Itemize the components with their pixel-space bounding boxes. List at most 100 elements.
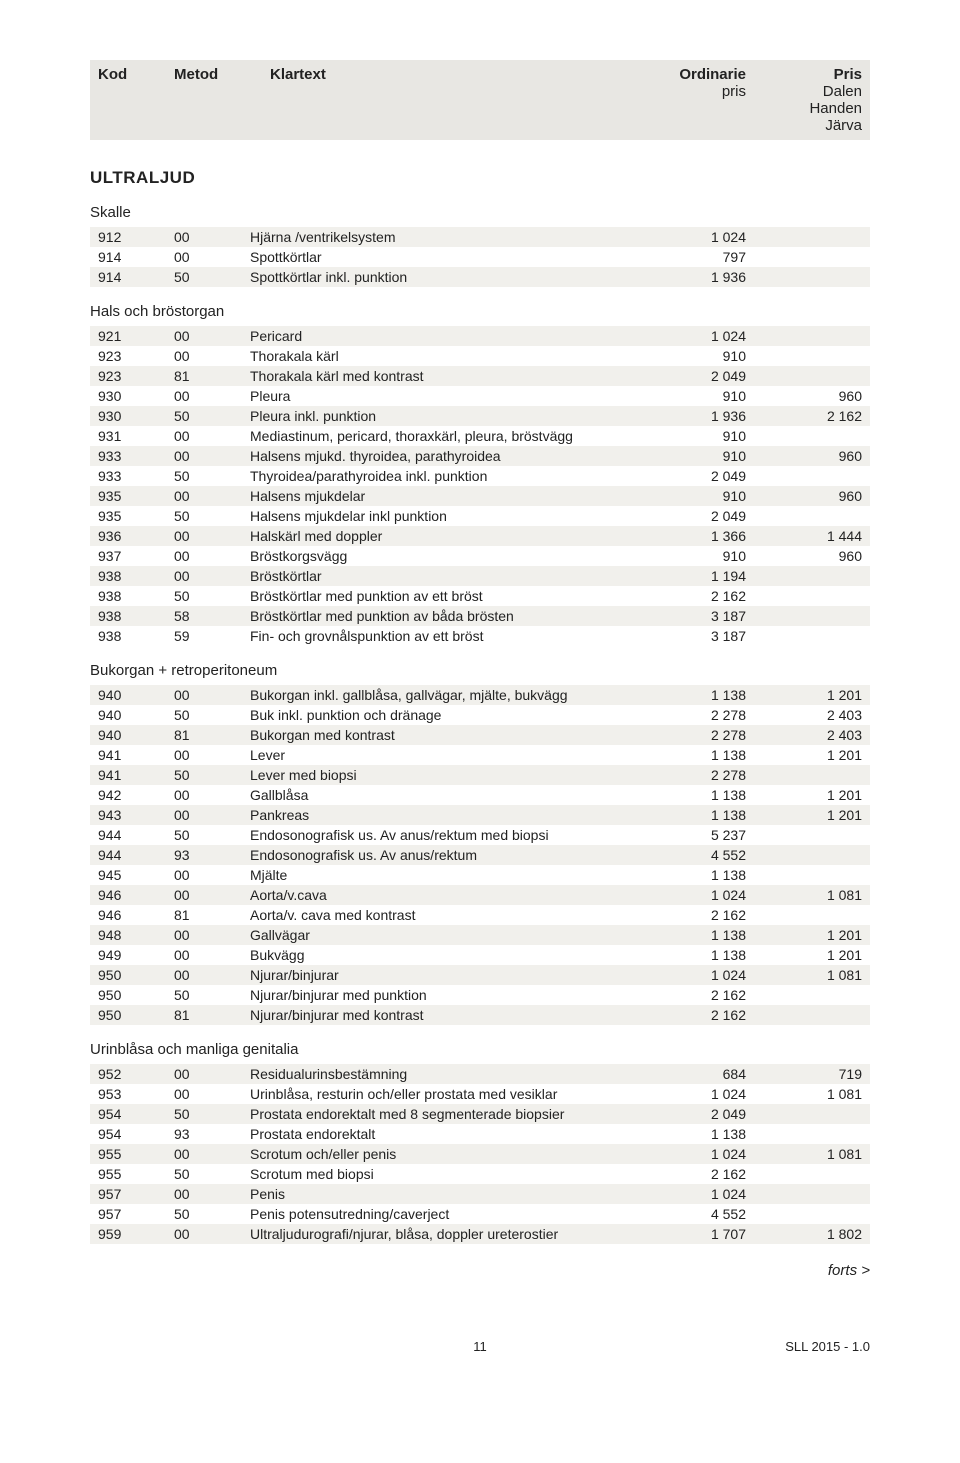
header-pris-line2: Dalen: [823, 83, 862, 100]
cell-kod: 912: [90, 227, 166, 247]
cell-kod: 955: [90, 1144, 166, 1164]
cell-kod: 935: [90, 506, 166, 526]
cell-metod: 00: [166, 885, 242, 905]
cell-metod: 00: [166, 346, 242, 366]
cell-klartext: Thorakala kärl: [242, 346, 628, 366]
cell-pris: [754, 346, 870, 366]
table-row: 93050Pleura inkl. punktion1 9362 162: [90, 406, 870, 426]
cell-klartext: Buk inkl. punktion och dränage: [242, 705, 628, 725]
cell-klartext: Mediastinum, pericard, thoraxkärl, pleur…: [242, 426, 628, 446]
price-table: 92100Pericard1 02492300Thorakala kärl910…: [90, 326, 870, 646]
table-row: 94493Endosonografisk us. Av anus/rektum4…: [90, 845, 870, 865]
group-title: Bukorgan + retroperitoneum: [90, 662, 870, 679]
table-row: 93000Pleura910960: [90, 386, 870, 406]
cell-ordinarie: 5 237: [628, 825, 754, 845]
cell-klartext: Gallblåsa: [242, 785, 628, 805]
table-row: 93550Halsens mjukdelar inkl punktion2 04…: [90, 506, 870, 526]
cell-kod: 936: [90, 526, 166, 546]
cell-ordinarie: 3 187: [628, 606, 754, 626]
table-row: 95493Prostata endorektalt1 138: [90, 1124, 870, 1144]
cell-metod: 50: [166, 406, 242, 426]
cell-metod: 00: [166, 1184, 242, 1204]
cell-klartext: Hjärna /ventrikelsystem: [242, 227, 628, 247]
table-row: 95200Residualurinsbestämning684719: [90, 1064, 870, 1084]
cell-metod: 00: [166, 326, 242, 346]
table-row: 95450Prostata endorektalt med 8 segmente…: [90, 1104, 870, 1124]
table-row: 94450Endosonografisk us. Av anus/rektum …: [90, 825, 870, 845]
table-row: 91200Hjärna /ventrikelsystem1 024: [90, 227, 870, 247]
cell-ordinarie: 1 024: [628, 227, 754, 247]
cell-metod: 50: [166, 985, 242, 1005]
cell-pris: [754, 765, 870, 785]
header-pris: Pris Dalen Handen Järva: [754, 60, 870, 140]
price-table: 94000Bukorgan inkl. gallblåsa, gallvägar…: [90, 685, 870, 1025]
group-title: Urinblåsa och manliga genitalia: [90, 1041, 870, 1058]
cell-ordinarie: 2 278: [628, 725, 754, 745]
cell-ordinarie: 910: [628, 546, 754, 566]
table-row: 93850Bröstkörtlar med punktion av ett br…: [90, 586, 870, 606]
cell-kod: 933: [90, 466, 166, 486]
cell-klartext: Pleura: [242, 386, 628, 406]
cell-klartext: Njurar/binjurar med kontrast: [242, 1005, 628, 1025]
table-row: 92300Thorakala kärl910: [90, 346, 870, 366]
table-row: 92100Pericard1 024: [90, 326, 870, 346]
cell-metod: 00: [166, 1224, 242, 1244]
cell-ordinarie: 4 552: [628, 845, 754, 865]
cell-pris: 1 081: [754, 1084, 870, 1104]
cell-ordinarie: 2 162: [628, 1005, 754, 1025]
header-ordinarie: Ordinarie pris: [628, 60, 754, 140]
cell-metod: 00: [166, 426, 242, 446]
cell-metod: 00: [166, 945, 242, 965]
cell-klartext: Halsens mjukdelar inkl punktion: [242, 506, 628, 526]
table-row: 94200Gallblåsa1 1381 201: [90, 785, 870, 805]
cell-metod: 50: [166, 1164, 242, 1184]
cell-klartext: Lever: [242, 745, 628, 765]
cell-ordinarie: 1 138: [628, 1124, 754, 1144]
cell-pris: 1 201: [754, 945, 870, 965]
cell-pris: [754, 1104, 870, 1124]
cell-metod: 00: [166, 805, 242, 825]
cell-ordinarie: 4 552: [628, 1204, 754, 1224]
cell-kod: 942: [90, 785, 166, 805]
cell-metod: 50: [166, 267, 242, 287]
table-row: 91450Spottkörtlar inkl. punktion1 936: [90, 267, 870, 287]
cell-kod: 959: [90, 1224, 166, 1244]
version-label: SLL 2015 - 1.0: [785, 1339, 870, 1354]
cell-metod: 00: [166, 227, 242, 247]
cell-metod: 00: [166, 685, 242, 705]
cell-kod: 931: [90, 426, 166, 446]
cell-pris: 1 201: [754, 805, 870, 825]
cell-klartext: Mjälte: [242, 865, 628, 885]
cell-metod: 58: [166, 606, 242, 626]
cell-pris: 1 201: [754, 785, 870, 805]
cell-metod: 00: [166, 965, 242, 985]
cell-metod: 81: [166, 725, 242, 745]
cell-kod: 940: [90, 725, 166, 745]
cell-klartext: Endosonografisk us. Av anus/rektum: [242, 845, 628, 865]
table-row: 93800Bröstkörtlar1 194: [90, 566, 870, 586]
cell-metod: 50: [166, 1104, 242, 1124]
cell-ordinarie: 2 278: [628, 765, 754, 785]
cell-klartext: Thorakala kärl med kontrast: [242, 366, 628, 386]
cell-metod: 50: [166, 506, 242, 526]
cell-klartext: Penis potensutredning/caverject: [242, 1204, 628, 1224]
cell-metod: 00: [166, 745, 242, 765]
cell-kod: 938: [90, 586, 166, 606]
cell-klartext: Halsens mjukdelar: [242, 486, 628, 506]
cell-ordinarie: 1 194: [628, 566, 754, 586]
table-row: 95081Njurar/binjurar med kontrast2 162: [90, 1005, 870, 1025]
cell-kod: 954: [90, 1124, 166, 1144]
cell-pris: [754, 586, 870, 606]
cell-metod: 00: [166, 925, 242, 945]
cell-ordinarie: 1 138: [628, 745, 754, 765]
cell-kod: 946: [90, 905, 166, 925]
cell-pris: 1 081: [754, 885, 870, 905]
cell-klartext: Bröstkörtlar med punktion av ett bröst: [242, 586, 628, 606]
header-ordinarie-line1: Ordinarie: [679, 66, 746, 83]
cell-pris: 1 081: [754, 965, 870, 985]
price-table: 95200Residualurinsbestämning68471995300U…: [90, 1064, 870, 1244]
cell-pris: 719: [754, 1064, 870, 1084]
table-row: 94600Aorta/v.cava1 0241 081: [90, 885, 870, 905]
cell-metod: 00: [166, 386, 242, 406]
table-row: 95500Scrotum och/eller penis1 0241 081: [90, 1144, 870, 1164]
